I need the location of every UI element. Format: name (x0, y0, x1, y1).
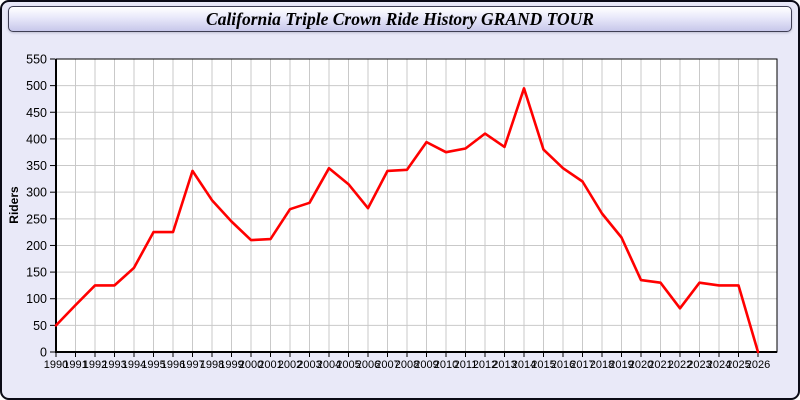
y-axis-title: Riders (7, 186, 21, 224)
x-tick-label: 2019 (609, 359, 633, 371)
x-tick-label: 1995 (141, 359, 165, 371)
y-tick-label: 100 (26, 292, 47, 306)
x-tick-label: 2023 (687, 359, 711, 371)
y-tick-label: 50 (33, 319, 47, 333)
x-tick-label: 2014 (512, 359, 536, 371)
x-tick-label: 1997 (180, 359, 204, 371)
x-tick-label: 2020 (629, 359, 653, 371)
x-tick-label: 2024 (707, 359, 731, 371)
plot-area (56, 59, 777, 352)
chart-title: California Triple Crown Ride History GRA… (206, 8, 594, 29)
x-tick-label: 1991 (63, 359, 87, 371)
y-tick-label: 400 (26, 132, 47, 146)
y-tick-label: 500 (26, 79, 47, 93)
y-tick-label: 550 (26, 53, 47, 67)
x-tick-label: 2018 (590, 359, 614, 371)
x-tick-label: 2011 (454, 359, 478, 371)
x-tick-label: 2010 (434, 359, 458, 371)
x-tick-label: 2026 (746, 359, 770, 371)
x-tick-label: 2022 (668, 359, 692, 371)
x-tick-label: 2004 (317, 359, 341, 371)
x-tick-label: 1990 (44, 359, 68, 371)
title-bar: California Triple Crown Ride History GRA… (8, 6, 792, 32)
x-tick-label: 1994 (122, 359, 146, 371)
x-tick-label: 1993 (102, 359, 126, 371)
x-tick-label: 1999 (219, 359, 243, 371)
x-tick-label: 2013 (492, 359, 516, 371)
x-tick-label: 2021 (648, 359, 672, 371)
y-tick-label: 450 (26, 106, 47, 120)
x-tick-label: 2003 (297, 359, 321, 371)
y-tick-label: 200 (26, 239, 47, 253)
x-tick-label: 2001 (258, 359, 282, 371)
y-tick-label: 150 (26, 266, 47, 280)
riders-series-line (54, 87, 760, 354)
x-tick-label: 2017 (570, 359, 594, 371)
x-tick-label: 1998 (200, 359, 224, 371)
x-tick-label: 2000 (239, 359, 263, 371)
y-tick-label: 300 (26, 186, 47, 200)
x-tick-label: 2006 (356, 359, 380, 371)
x-tick-label: 2005 (336, 359, 360, 371)
x-tick-label: 2012 (473, 359, 497, 371)
y-tick-label: 250 (26, 212, 47, 226)
x-tick-label: 1992 (83, 359, 107, 371)
y-tick-label: 350 (26, 159, 47, 173)
x-tick-label: 2008 (395, 359, 419, 371)
x-tick-label: 2015 (531, 359, 555, 371)
x-tick-label: 2016 (551, 359, 575, 371)
y-tick-label: 0 (40, 346, 47, 360)
x-tick-label: 2009 (414, 359, 438, 371)
x-tick-label: 2025 (726, 359, 750, 371)
x-tick-label: 1996 (161, 359, 185, 371)
x-tick-label: 2007 (375, 359, 399, 371)
x-tick-label: 2002 (278, 359, 302, 371)
